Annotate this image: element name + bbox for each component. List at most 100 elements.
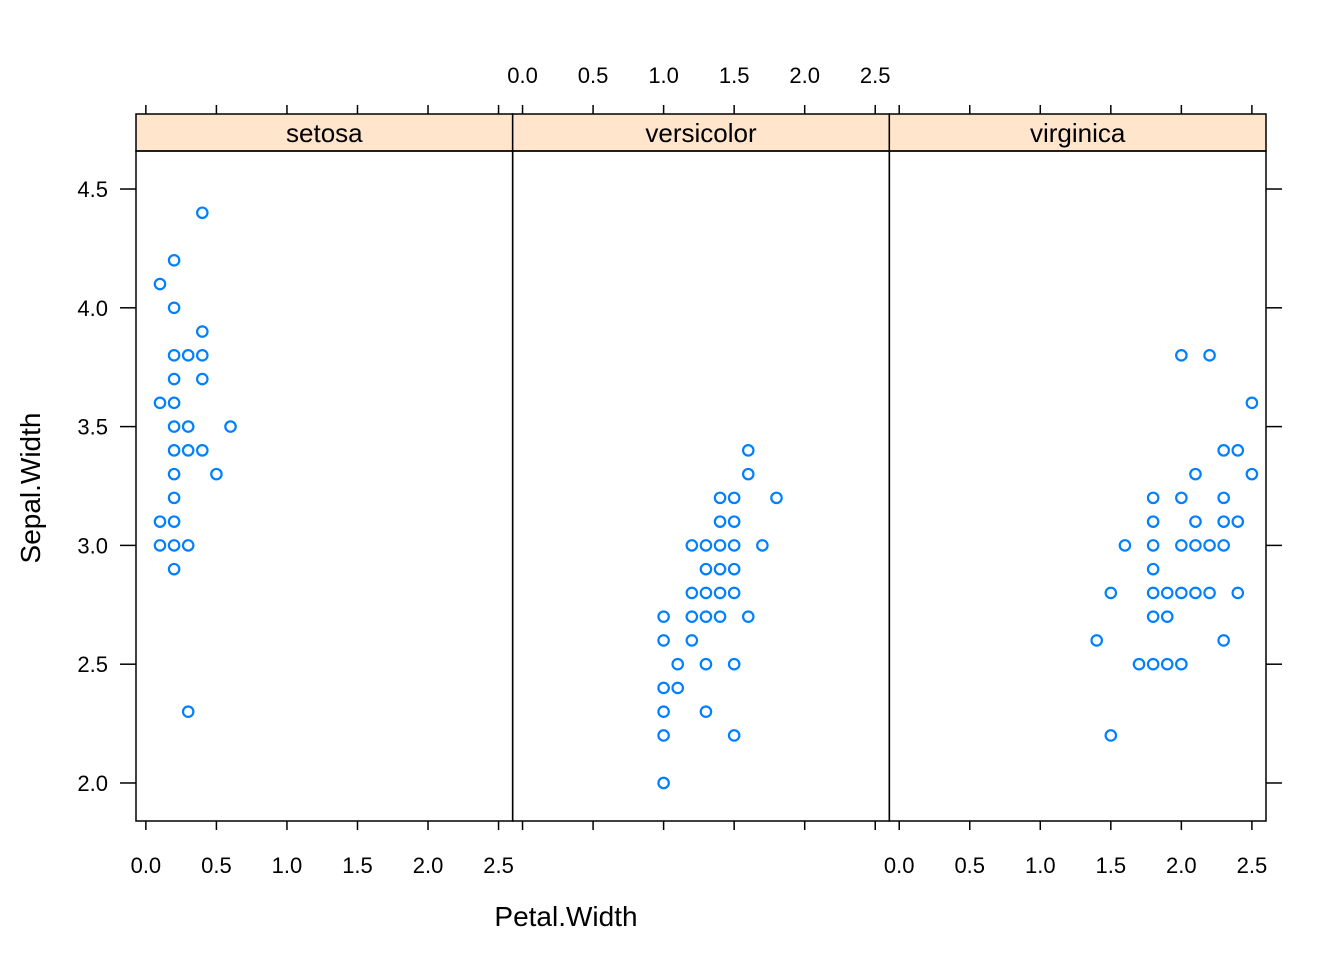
data-point — [181, 420, 195, 433]
data-point — [1146, 539, 1160, 552]
data-point — [167, 253, 181, 267]
x-tick-label-top: 2.0 — [789, 63, 820, 88]
panel-frame-virginica — [888, 150, 1267, 822]
data-point — [671, 657, 685, 671]
data-point — [1146, 491, 1160, 505]
data-point — [153, 539, 167, 552]
data-point — [727, 539, 741, 552]
data-point — [1146, 515, 1160, 528]
data-point — [167, 515, 181, 528]
x-tick-label-bottom: 1.0 — [272, 853, 303, 878]
x-tick-label-bottom: 0.5 — [201, 853, 232, 878]
data-point — [671, 681, 685, 695]
data-point — [210, 467, 223, 481]
data-point — [1160, 610, 1174, 623]
data-point — [699, 657, 713, 671]
data-point — [713, 539, 727, 552]
data-point — [196, 349, 209, 362]
data-point — [685, 539, 699, 552]
strip-label-setosa: setosa — [286, 118, 363, 148]
x-tick-label-top: 0.5 — [578, 63, 609, 88]
x-axis-title: Petal.Width — [494, 901, 637, 932]
data-point — [181, 539, 195, 552]
data-point — [713, 515, 727, 528]
data-point — [167, 420, 181, 433]
strip-label-virginica: virginica — [1030, 118, 1126, 148]
data-point — [770, 491, 783, 505]
data-point — [741, 467, 755, 481]
data-point — [713, 586, 727, 600]
panel-versicolor: versicolor — [511, 113, 891, 822]
y-tick-label: 3.5 — [77, 415, 108, 440]
x-tick-label-bottom: 1.0 — [1025, 853, 1056, 878]
x-tick-label-bottom: 0.0 — [131, 853, 162, 878]
data-point — [181, 444, 195, 457]
y-tick-label: 4.5 — [77, 177, 108, 202]
x-tick-label-bottom: 2.0 — [1166, 853, 1197, 878]
data-point — [1146, 586, 1160, 600]
data-point — [1245, 467, 1259, 481]
data-point — [657, 681, 670, 695]
data-point — [167, 372, 181, 386]
data-point — [1146, 562, 1160, 576]
data-point — [196, 444, 209, 457]
data-point — [699, 539, 713, 552]
data-point — [1160, 586, 1174, 600]
data-point — [224, 420, 237, 433]
x-tick-label-bottom: 1.5 — [342, 853, 373, 878]
data-point — [1203, 349, 1216, 362]
data-point — [167, 539, 181, 552]
data-point — [657, 610, 670, 623]
data-point — [1118, 539, 1132, 552]
data-point — [727, 515, 741, 528]
y-axis-title: Sepal.Width — [15, 413, 46, 564]
data-point — [153, 396, 167, 410]
panel-frame-setosa — [135, 150, 514, 822]
data-point — [1217, 515, 1230, 528]
data-point — [196, 206, 209, 220]
data-point — [1146, 610, 1160, 623]
data-point — [657, 634, 670, 647]
data-point — [1231, 586, 1245, 600]
data-point — [1175, 586, 1188, 600]
data-point — [1217, 444, 1230, 457]
data-point — [1189, 586, 1202, 600]
y-tick-label: 2.5 — [77, 652, 108, 677]
data-point — [713, 610, 727, 623]
data-point — [167, 562, 181, 576]
data-point — [167, 349, 181, 362]
x-tick-label-top: 1.5 — [719, 63, 750, 88]
y-tick-label: 3.0 — [77, 533, 108, 558]
data-point — [727, 657, 741, 671]
panel-setosa: setosa — [135, 113, 514, 822]
data-point — [153, 515, 167, 528]
data-point — [727, 586, 741, 600]
data-point — [685, 610, 699, 623]
strip-versicolor — [511, 113, 891, 152]
data-point — [1245, 396, 1259, 410]
data-point — [1104, 586, 1118, 600]
data-point — [167, 396, 181, 410]
data-point — [1217, 539, 1230, 552]
strip-label-versicolor: versicolor — [645, 118, 757, 148]
panels-layer: setosa versicolor virginica — [135, 113, 1267, 822]
ticks-layer: 0.0 0.5 1.0 1.5 2.0 2.5 0.0 0.5 1.0 1.5 2.0 2.5 0.0 0… — [77, 63, 1282, 878]
data-point — [181, 349, 195, 362]
y-tick-label: 2.0 — [77, 771, 108, 796]
data-point — [167, 301, 181, 315]
panel-virginica: virginica — [888, 113, 1267, 822]
data-point — [685, 586, 699, 600]
data-point — [181, 705, 195, 719]
data-point — [1189, 539, 1202, 552]
data-point — [1175, 349, 1188, 362]
data-point — [1231, 444, 1245, 457]
strip-setosa — [135, 113, 514, 152]
data-point — [1189, 467, 1202, 481]
x-tick-label-bottom: 2.5 — [483, 853, 514, 878]
data-point — [167, 467, 181, 481]
data-point — [756, 539, 769, 552]
data-point — [1160, 657, 1174, 671]
x-tick-label-bottom: 2.0 — [413, 853, 444, 878]
data-point — [727, 562, 741, 576]
